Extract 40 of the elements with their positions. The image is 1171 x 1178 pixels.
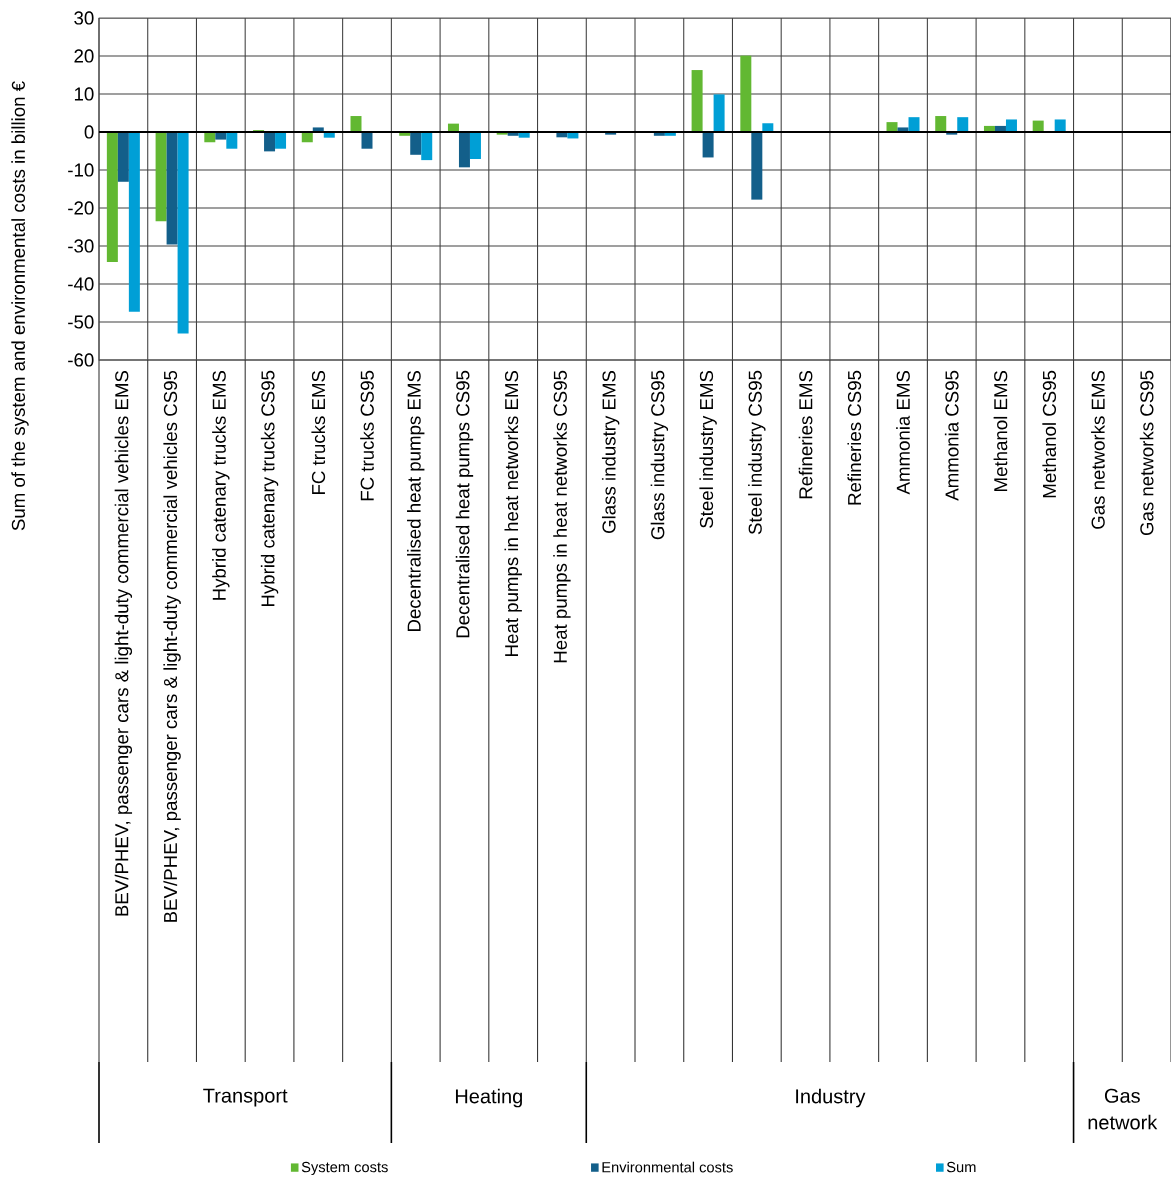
x-tick-label: Glass industry CS95	[650, 370, 669, 540]
x-tick-label: Gas networks CS95	[1139, 370, 1154, 536]
text: Gas network	[1088, 1088, 1158, 1130]
x-tick-label: Refineries EMS	[798, 370, 813, 499]
text: Heating	[455, 1088, 522, 1108]
text: Transport	[203, 1088, 288, 1107]
x-tick-label: Steel industry CS95	[748, 370, 766, 535]
y-tick-label: 10	[74, 87, 94, 101]
y-tick-label: -60	[68, 353, 94, 367]
x-tick-label: Methanol EMS	[993, 370, 1008, 491]
y-tick-label: 30	[74, 11, 94, 25]
x-tick-label: Hybrid catenary trucks EMS	[212, 370, 230, 600]
x-tick-label: FC trucks EMS	[311, 370, 326, 494]
x-tick-label: Heat pumps in heat networks EMS	[504, 370, 522, 656]
x-tick-label: Heat pumps in heat networks CS95	[553, 370, 571, 663]
y-tick-label: 20	[74, 49, 94, 63]
legend-label: Sum	[946, 1161, 976, 1173]
legend-label: Environmental costs	[602, 1161, 733, 1173]
x-tick-label: FC trucks CS95	[360, 370, 374, 501]
y-tick-label: -40	[68, 277, 94, 291]
x-tick-label: Ammonia EMS	[896, 370, 910, 495]
text: Industry	[796, 1088, 866, 1108]
y-tick-label: -50	[68, 315, 94, 329]
y-tick-label: -10	[68, 163, 94, 177]
y-tick-label: -20	[68, 201, 94, 215]
x-tick-label: Refineries CS95	[847, 370, 862, 505]
x-tick-label: Gas networks EMS	[1091, 370, 1105, 529]
y-tick-label: 0	[84, 125, 94, 139]
y-axis-title: Sum of the system and environmental costs in billion €	[11, 81, 29, 531]
legend-label: System costs	[301, 1161, 388, 1176]
x-tick-label: Glass industry EMS	[601, 370, 620, 533]
x-tick-label: Ammonia CS95	[944, 370, 959, 501]
x-tick-label: Hybrid catenary trucks CS95	[260, 370, 279, 607]
x-tick-label: Decentralised heat pumps EMS	[407, 370, 425, 632]
x-tick-label: Methanol CS95	[1042, 370, 1057, 498]
x-tick-label: BEV/PHEV, passenger cars & light-duty commercial vehicles EMS	[114, 370, 133, 916]
x-tick-label: BEV/PHEV, passenger cars & light-duty commercial vehicles CS95	[163, 370, 181, 922]
y-tick-label: -30	[68, 239, 94, 253]
x-tick-label: Decentralised heat pumps CS95	[455, 370, 474, 638]
x-tick-label: Steel industry EMS	[699, 370, 717, 528]
